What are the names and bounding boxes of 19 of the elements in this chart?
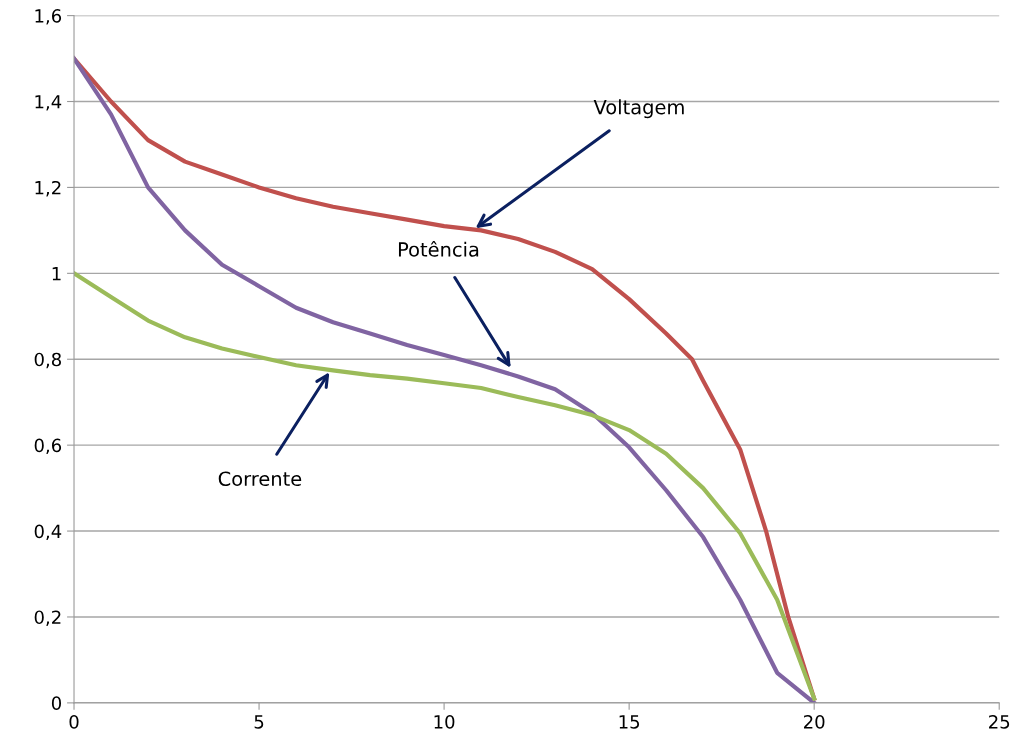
y-tick-label: 0,6 [34, 438, 62, 455]
x-tick-label: 0 [69, 715, 79, 729]
x-tick-label: 10 [434, 715, 455, 729]
x-tick-label: 20 [804, 715, 825, 729]
y-tick-label: 0 [51, 696, 62, 710]
y-tick-label: 0,4 [34, 524, 62, 541]
y-tick-label: 1,6 [35, 9, 62, 25]
x-tick-label: 25 [989, 715, 1010, 729]
annotation: Voltagem [593, 99, 684, 119]
x-tick-label: 15 [619, 715, 640, 729]
y-tick-label: 1,2 [35, 180, 61, 197]
annotation: Corrente [218, 471, 302, 487]
x-tick-label: 5 [254, 715, 264, 729]
y-tick-label: 0,2 [34, 610, 61, 626]
y-tick-label: 1,4 [35, 95, 62, 111]
y-tick-label: 0,8 [34, 352, 61, 369]
annotation: Potência [398, 240, 479, 257]
y-tick-label: 1 [52, 267, 61, 281]
line-series [74, 271, 817, 701]
